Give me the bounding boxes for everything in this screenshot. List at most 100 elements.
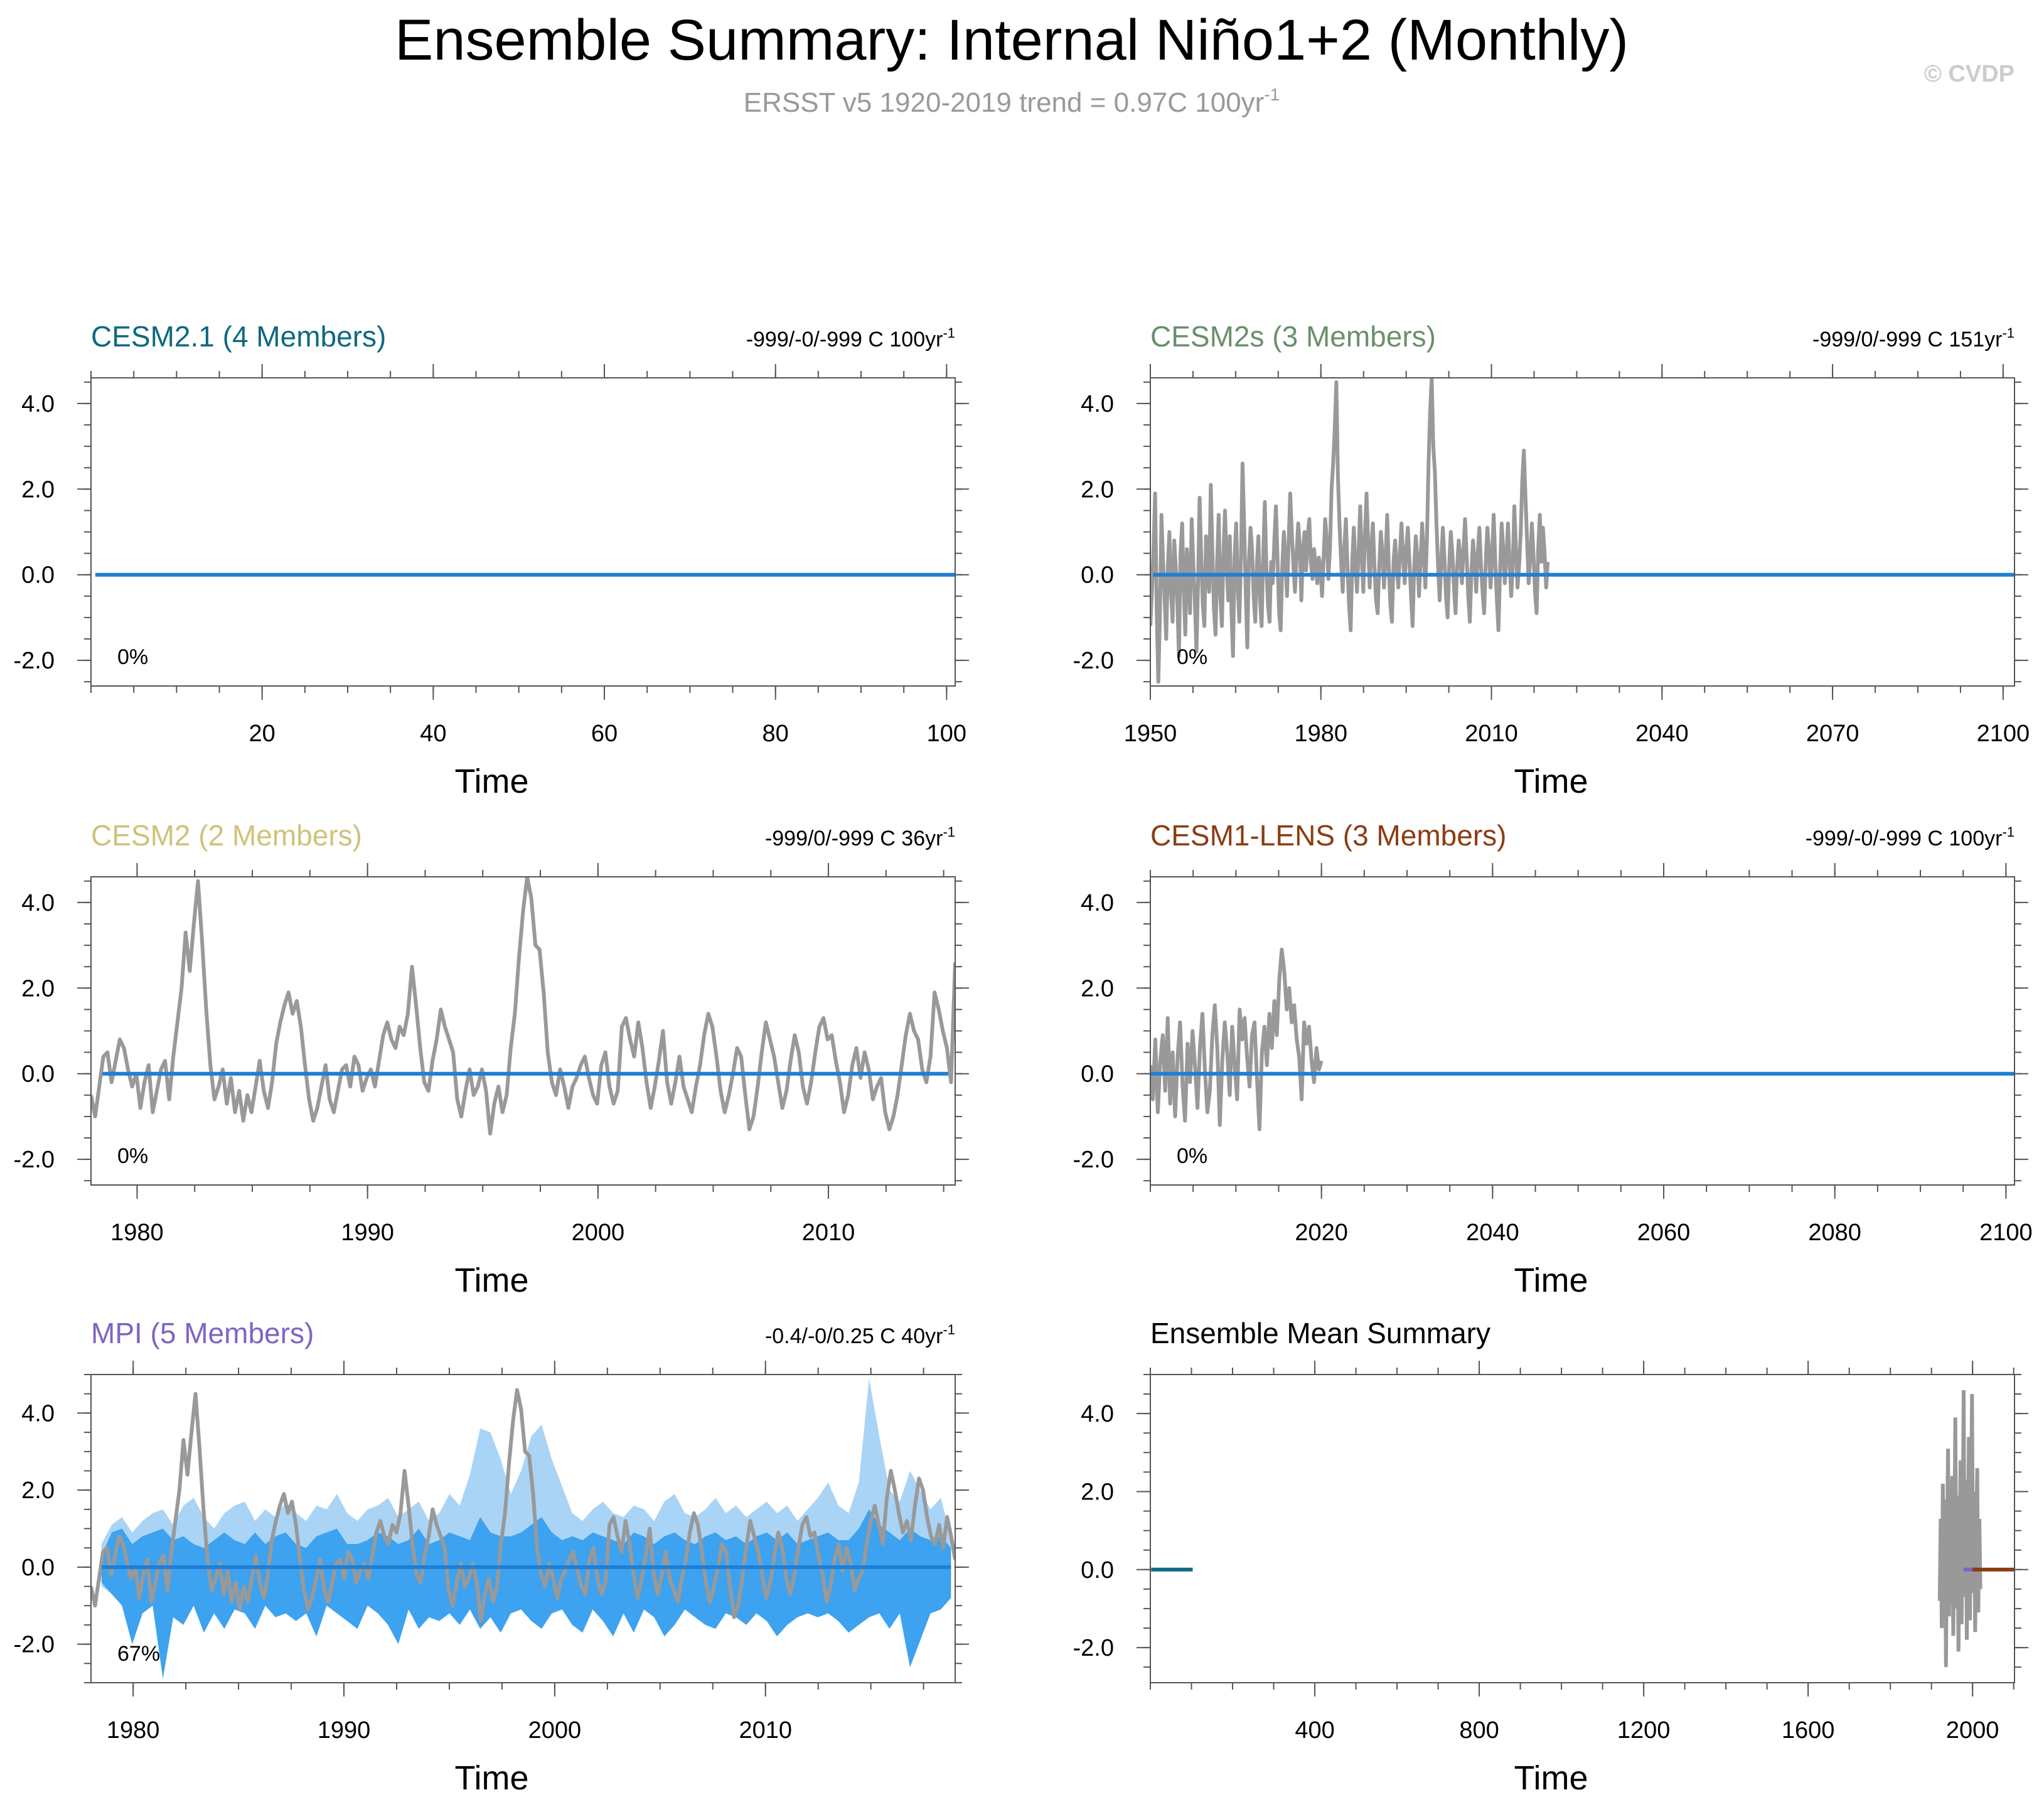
- x-tick-label: 1950: [1124, 721, 1177, 747]
- panel-right-title: -999/0/-999 C 36yr-1: [765, 824, 955, 850]
- figure-subtitle-sup: -1: [1264, 85, 1280, 104]
- y-tick-label: -2.0: [1073, 1635, 1114, 1661]
- plot-area: [91, 877, 955, 1136]
- x-axis-title: Time: [455, 1262, 529, 1299]
- y-tick-label: 4.0: [1081, 1401, 1114, 1427]
- x-tick-label: 2070: [1806, 721, 1859, 747]
- panel-right-title-main: -999/0/-999 C 36yr: [765, 827, 943, 850]
- x-tick-label: 1200: [1617, 1717, 1671, 1744]
- x-tick-label: 2060: [1637, 1220, 1691, 1246]
- x-tick-label: 2000: [572, 1220, 625, 1246]
- y-tick-label: 0.0: [1081, 1557, 1114, 1584]
- plot-frame: [1150, 876, 2015, 1186]
- panel-right-title-sup: -1: [943, 824, 955, 840]
- panel-title: CESM2.1 (4 Members): [91, 320, 386, 353]
- y-tick-label: 0.0: [21, 1555, 55, 1581]
- y-tick-label: 2.0: [21, 476, 55, 503]
- percent-label: 67%: [117, 1642, 160, 1666]
- panel-right-title-sup: -1: [2002, 325, 2015, 341]
- panel-cesm2s: CESM2s (3 Members) -999/0/-999 C 151yr-1 1…: [1073, 320, 2030, 800]
- x-tick-label: 1990: [341, 1220, 394, 1246]
- y-tick-label: 2.0: [1081, 975, 1114, 1002]
- y-tick-label: 4.0: [21, 391, 55, 417]
- observations-line: [91, 1388, 955, 1623]
- panel-right-title-main: -0.4/-0/0.25 C 40yr: [765, 1324, 943, 1348]
- spread-band-outer: [101, 1378, 951, 1668]
- panel-right-title-main: -999/0/-999 C 151yr: [1812, 328, 2002, 351]
- panel-right-title: -999/0/-999 C 151yr-1: [1812, 325, 2015, 351]
- panel-title: CESM2 (2 Members): [91, 819, 362, 852]
- x-tick-label: 20: [249, 721, 276, 747]
- figure-title: Ensemble Summary: Internal Niño1+2 (Mont…: [395, 8, 1629, 72]
- y-tick-label: 4.0: [21, 890, 55, 916]
- x-tick-label: 2100: [1977, 721, 2030, 747]
- percent-label: 0%: [117, 645, 148, 669]
- y-tick-label: -2.0: [14, 648, 55, 674]
- y-tick-label: 2.0: [21, 1477, 55, 1504]
- figure-subtitle: ERSST v5 1920-2019 trend = 0.97C 100yr-1: [744, 85, 1280, 118]
- y-tick-label: -2.0: [1073, 1147, 1114, 1173]
- y-tick-label: 0.0: [21, 1061, 55, 1088]
- panel-cesm21: CESM2.1 (4 Members) -999/-0/-999 C 100yr-…: [14, 320, 969, 800]
- panel-title: Ensemble Mean Summary: [1150, 1317, 1490, 1349]
- observations-line: [1150, 378, 1550, 684]
- y-tick-label: 0.0: [21, 562, 55, 589]
- y-tick-label: 2.0: [1081, 476, 1114, 503]
- panel-right-title: -0.4/-0/0.25 C 40yr-1: [765, 1322, 955, 1348]
- plot-frame: [1150, 1374, 2015, 1683]
- observations-band: [1937, 1390, 1982, 1668]
- panels-container: CESM2.1 (4 Members) -999/-0/-999 C 100yr-…: [14, 320, 2033, 1797]
- x-tick-label: 2020: [1295, 1220, 1348, 1246]
- spread-band-inner: [101, 1509, 951, 1679]
- panel-title: CESM2s (3 Members): [1150, 320, 1436, 353]
- y-tick-label: 0.0: [1081, 1061, 1114, 1088]
- y-tick-label: -2.0: [14, 1632, 55, 1658]
- panel-summary: Ensemble Mean Summary 400 800 1200 1600 2000 -…: [1073, 1317, 2028, 1797]
- panel-right-title-main: -999/-0/-999 C 100yr: [1806, 827, 2003, 850]
- panel-right-title: -999/-0/-999 C 100yr-1: [746, 325, 955, 351]
- x-axis-title: Time: [455, 1759, 529, 1797]
- x-tick-label: 2000: [1946, 1717, 1999, 1744]
- x-axis-title: Time: [455, 763, 529, 800]
- x-tick-label: 100: [927, 721, 966, 747]
- panel-cesm1lens: CESM1-LENS (3 Members) -999/-0/-999 C 100…: [1073, 819, 2033, 1299]
- observations-line: [91, 877, 955, 1136]
- x-tick-label: 1980: [110, 1220, 164, 1246]
- y-tick-label: -2.0: [1073, 648, 1114, 674]
- panel-right-title-sup: -1: [2002, 824, 2015, 840]
- x-tick-label: 400: [1295, 1717, 1334, 1744]
- x-axis-title: Time: [1514, 1262, 1588, 1299]
- y-tick-label: 0.0: [1081, 562, 1114, 589]
- y-tick-label: -2.0: [14, 1147, 55, 1173]
- panel-title: MPI (5 Members): [91, 1317, 314, 1349]
- percent-label: 0%: [1177, 645, 1207, 669]
- x-tick-label: 1600: [1782, 1717, 1835, 1744]
- plot-frame: [1150, 377, 2015, 687]
- observations-line: [1150, 947, 1324, 1132]
- panel-right-title-sup: -1: [943, 1322, 955, 1338]
- panel-right-title-sup: -1: [943, 325, 955, 341]
- x-tick-label: 1980: [1295, 721, 1348, 747]
- panel-right-title: -999/-0/-999 C 100yr-1: [1806, 824, 2015, 850]
- plot-area: [91, 1378, 955, 1679]
- x-tick-label: 40: [420, 721, 446, 747]
- panel-cesm2: CESM2 (2 Members) -999/0/-999 C 36yr-1 198…: [14, 819, 969, 1299]
- x-tick-label: 2010: [802, 1220, 855, 1246]
- panel-title: CESM1-LENS (3 Members): [1150, 819, 1506, 852]
- watermark: © CVDP: [1924, 61, 2015, 87]
- x-tick-label: 1990: [318, 1717, 371, 1744]
- x-tick-label: 800: [1459, 1717, 1499, 1744]
- y-tick-label: 4.0: [21, 1400, 55, 1427]
- x-tick-label: 80: [762, 721, 789, 747]
- x-tick-label: 2010: [739, 1717, 792, 1744]
- x-tick-label: 2080: [1808, 1220, 1861, 1246]
- plot-frame: [90, 377, 956, 687]
- percent-label: 0%: [117, 1144, 148, 1168]
- x-tick-label: 2000: [528, 1717, 582, 1744]
- y-tick-label: 4.0: [1081, 391, 1114, 417]
- y-tick-label: 4.0: [1081, 890, 1114, 916]
- plot-area: [1151, 1390, 2015, 1668]
- y-tick-label: 2.0: [1081, 1479, 1114, 1505]
